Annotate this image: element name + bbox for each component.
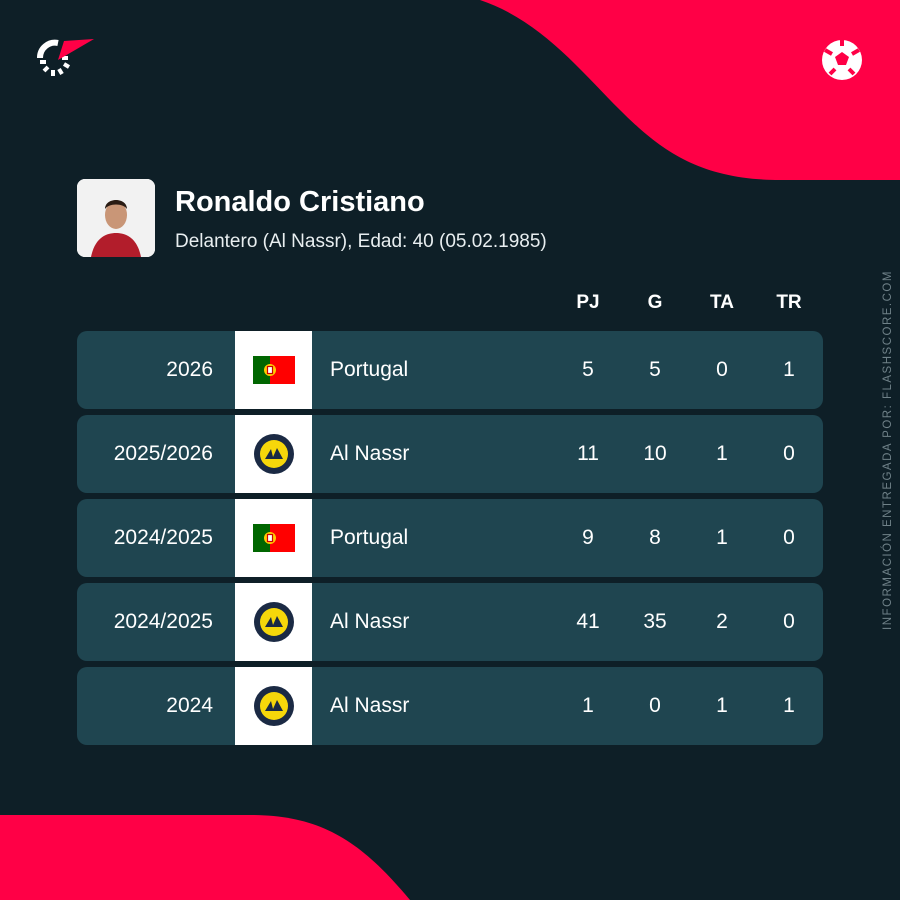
header-pj: PJ <box>576 292 600 313</box>
team-logo <box>235 331 312 409</box>
table-row: 2026 Portugal 5 5 0 1 <box>77 331 823 409</box>
team-name: Al Nassr <box>330 610 410 633</box>
al-nassr-crest-icon <box>253 686 294 726</box>
player-subtitle: Delantero (Al Nassr), Edad: 40 (05.02.19… <box>175 231 547 252</box>
stat-pj: 9 <box>582 526 594 549</box>
stat-ta: 1 <box>716 526 728 549</box>
portugal-flag-icon <box>252 524 295 552</box>
team-name: Portugal <box>330 358 409 381</box>
al-nassr-crest-icon <box>253 602 294 642</box>
al-nassr-crest-icon <box>253 434 294 474</box>
stat-ta: 0 <box>716 358 728 381</box>
stat-tr: 1 <box>783 694 795 717</box>
team-name: Portugal <box>330 526 409 549</box>
header-tr: TR <box>776 292 802 313</box>
table-row: 2024 Al Nassr 1 0 1 1 <box>77 667 823 745</box>
team-name: Al Nassr <box>330 442 410 465</box>
stat-pj: 5 <box>582 358 594 381</box>
portugal-flag-icon <box>252 356 295 384</box>
player-name: Ronaldo Cristiano <box>175 186 425 218</box>
source-credit: INFORMACIÓN ENTREGADA POR: FLASHSCORE.CO… <box>882 270 894 630</box>
team-logo <box>235 499 312 577</box>
stat-g: 8 <box>649 526 661 549</box>
stat-ta: 2 <box>716 610 728 633</box>
stat-ta: 1 <box>716 442 728 465</box>
stat-pj: 41 <box>576 610 600 633</box>
flashscore-logo-icon <box>37 39 94 76</box>
header-ta: TA <box>710 292 734 313</box>
team-name: Al Nassr <box>330 694 410 717</box>
season: 2024 <box>166 694 213 717</box>
stat-tr: 1 <box>783 358 795 381</box>
stat-g: 0 <box>649 694 661 717</box>
stat-ta: 1 <box>716 694 728 717</box>
team-logo <box>235 415 312 493</box>
table-row: 2025/2026 Al Nassr 11 10 1 0 <box>77 415 823 493</box>
stat-pj: 1 <box>582 694 594 717</box>
season: 2024/2025 <box>113 610 213 633</box>
stat-tr: 0 <box>783 610 795 633</box>
stat-g: 5 <box>649 358 661 381</box>
player-photo <box>77 179 155 257</box>
header-g: G <box>647 292 663 313</box>
table-row: 2024/2025 Portugal 9 8 1 0 <box>77 499 823 577</box>
stat-tr: 0 <box>783 526 795 549</box>
stat-g: 35 <box>643 610 667 633</box>
team-logo <box>235 667 312 745</box>
soccer-ball-icon <box>822 40 862 80</box>
season: 2024/2025 <box>113 526 213 549</box>
stat-tr: 0 <box>783 442 795 465</box>
season: 2025/2026 <box>113 442 213 465</box>
stat-pj: 11 <box>577 442 599 465</box>
stat-g: 10 <box>643 442 667 465</box>
table-row: 2024/2025 Al Nassr 41 35 2 0 <box>77 583 823 661</box>
team-logo <box>235 583 312 661</box>
season: 2026 <box>166 358 213 381</box>
